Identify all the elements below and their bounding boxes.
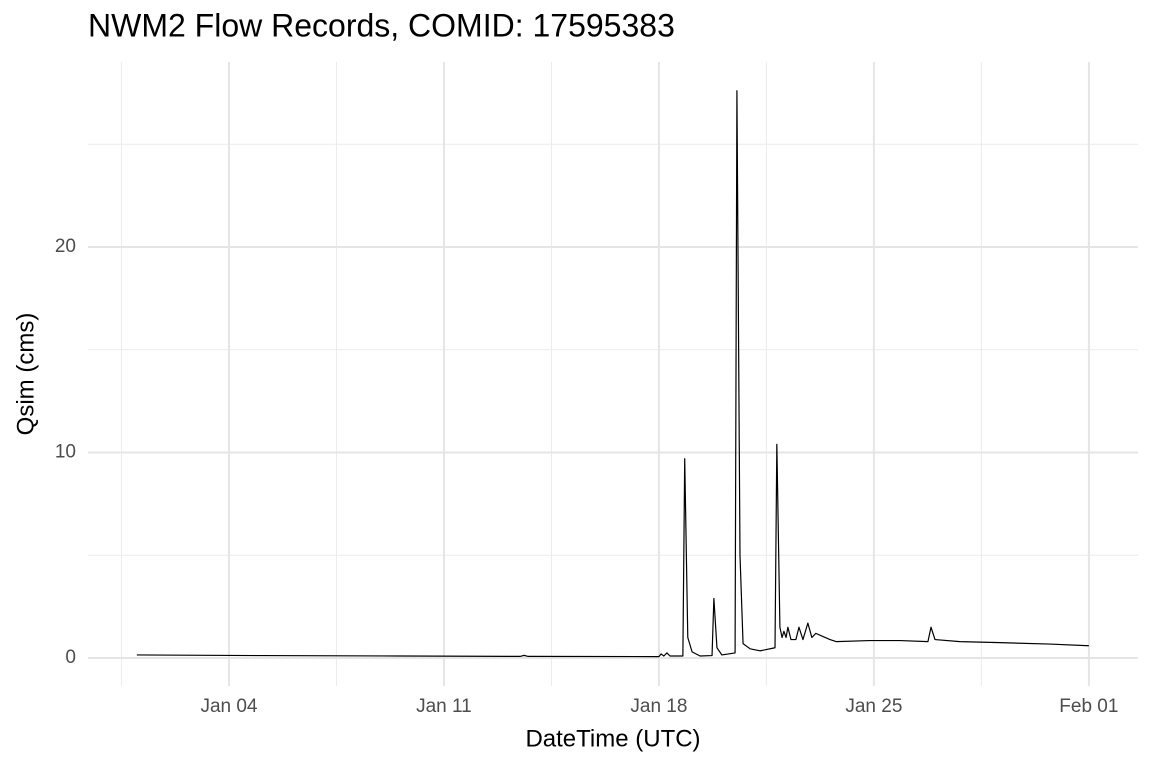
x-tick-label: Jan 11 bbox=[416, 696, 472, 717]
data-line bbox=[136, 90, 1089, 658]
y-axis-title: Qsim (cms) bbox=[12, 313, 39, 436]
x-axis-title: DateTime (UTC) bbox=[525, 725, 700, 752]
y-tick-label: 10 bbox=[55, 442, 76, 463]
x-tick-label: Jan 25 bbox=[845, 696, 902, 717]
x-tick-label: Feb 01 bbox=[1059, 696, 1118, 717]
y-tick-label: 0 bbox=[65, 647, 76, 668]
plot bbox=[136, 90, 1089, 658]
x-tick-label: Jan 04 bbox=[200, 696, 257, 717]
x-tick-label: Jan 18 bbox=[630, 696, 687, 717]
y-tick-label: 20 bbox=[55, 236, 76, 257]
chart-title: NWM2 Flow Records, COMID: 17595383 bbox=[88, 7, 675, 43]
grid: 0 10 20 Jan 04 Jan 11 Jan 18 Jan 25 Feb 01 bbox=[55, 62, 1138, 717]
